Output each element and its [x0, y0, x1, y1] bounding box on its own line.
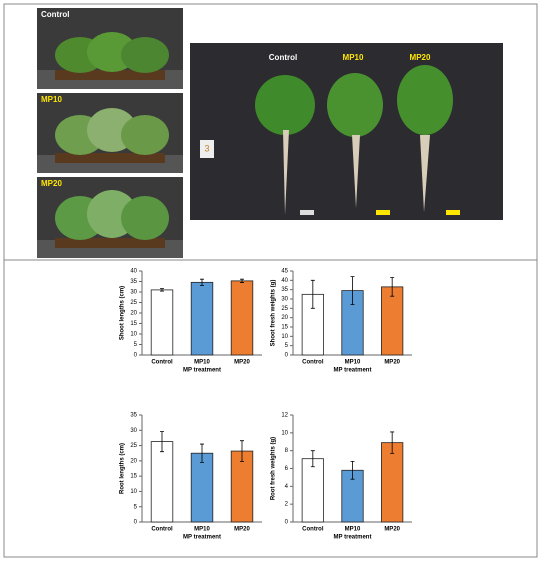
y-tick-label: 10	[281, 334, 288, 340]
x-axis-label: MP treatment	[334, 535, 372, 541]
y-tick-label: 30	[130, 428, 137, 434]
y-tick-label: 10	[130, 489, 137, 495]
y-tick-label: 12	[281, 413, 288, 419]
x-axis-label: MP treatment	[183, 368, 221, 374]
y-axis-label: Shoot fresh weights (g)	[271, 280, 277, 347]
bar	[150, 441, 174, 523]
y-tick-label: 15	[281, 325, 288, 331]
photo-label: Control	[269, 53, 297, 62]
y-tick-label: 5	[134, 342, 138, 348]
x-tick-label: Control	[302, 360, 324, 366]
y-tick-label: 20	[130, 311, 137, 317]
y-tick-label: 8	[285, 448, 289, 454]
y-tick-label: 20	[281, 315, 288, 321]
photo-label: Control	[41, 10, 69, 19]
error-bar	[200, 278, 204, 286]
x-tick-label: MP20	[234, 360, 250, 366]
error-bar	[350, 276, 355, 305]
error-bar	[350, 460, 355, 480]
photo-mp10	[37, 93, 183, 173]
bar	[150, 289, 174, 356]
y-tick-label: 35	[130, 279, 137, 285]
error-bar	[160, 288, 164, 292]
photo-tag: 3	[204, 143, 209, 153]
x-tick-label: MP10	[194, 527, 210, 533]
y-tick-label: 40	[130, 269, 137, 275]
y-tick-label: 30	[281, 297, 288, 303]
x-tick-label: Control	[151, 360, 173, 366]
error-bar	[390, 431, 395, 454]
y-tick-label: 4	[285, 484, 289, 490]
bar	[190, 281, 214, 356]
y-tick-label: 0	[285, 520, 289, 526]
x-tick-label: MP10	[345, 527, 361, 533]
y-tick-label: 5	[285, 343, 289, 349]
y-tick-label: 35	[281, 287, 288, 293]
y-tick-label: 6	[285, 466, 289, 472]
y-tick-label: 45	[281, 269, 288, 275]
x-axis-label: MP treatment	[183, 535, 221, 541]
x-axis-label: MP treatment	[334, 368, 372, 374]
x-tick-label: MP20	[384, 527, 400, 533]
y-axis-label: Root lengths (cm)	[120, 443, 126, 494]
bar	[381, 442, 404, 523]
y-tick-label: 15	[130, 474, 137, 480]
error-bar	[240, 278, 244, 283]
y-tick-label: 0	[134, 353, 138, 359]
bar	[190, 452, 214, 523]
photo-label: MP10	[343, 53, 364, 62]
photo-label: MP10	[41, 95, 62, 104]
error-bar	[310, 279, 315, 309]
y-tick-label: 0	[134, 520, 138, 526]
photo-label: MP20	[410, 53, 431, 62]
photo-main	[190, 43, 503, 220]
bar	[301, 458, 324, 523]
y-tick-label: 25	[130, 443, 137, 449]
x-tick-label: MP10	[345, 360, 361, 366]
y-tick-label: 35	[130, 413, 137, 419]
y-tick-label: 10	[281, 430, 288, 436]
y-axis-label: Root fresh weights (g)	[271, 437, 277, 500]
bar	[230, 280, 254, 356]
y-tick-label: 40	[281, 278, 288, 284]
x-tick-label: MP20	[384, 360, 400, 366]
y-tick-label: 15	[130, 321, 137, 327]
error-bar	[160, 431, 164, 453]
error-bar	[390, 277, 395, 297]
y-tick-label: 25	[281, 306, 288, 312]
y-tick-label: 20	[130, 458, 137, 464]
x-tick-label: Control	[151, 527, 173, 533]
error-bar	[240, 440, 244, 462]
error-bar	[200, 443, 204, 463]
y-tick-label: 5	[134, 504, 138, 510]
photo-mp20	[37, 177, 183, 258]
y-tick-label: 25	[130, 300, 137, 306]
x-tick-label: MP20	[234, 527, 250, 533]
y-tick-label: 30	[130, 290, 137, 296]
x-tick-label: MP10	[194, 360, 210, 366]
y-tick-label: 0	[285, 353, 289, 359]
y-tick-label: 10	[130, 332, 137, 338]
photo-label: MP20	[41, 179, 62, 188]
bar	[381, 286, 404, 356]
y-tick-label: 2	[285, 502, 289, 508]
error-bar	[310, 450, 315, 468]
photo-control	[37, 8, 183, 89]
x-tick-label: Control	[302, 527, 324, 533]
y-axis-label: Shoot lengths (cm)	[120, 286, 126, 340]
